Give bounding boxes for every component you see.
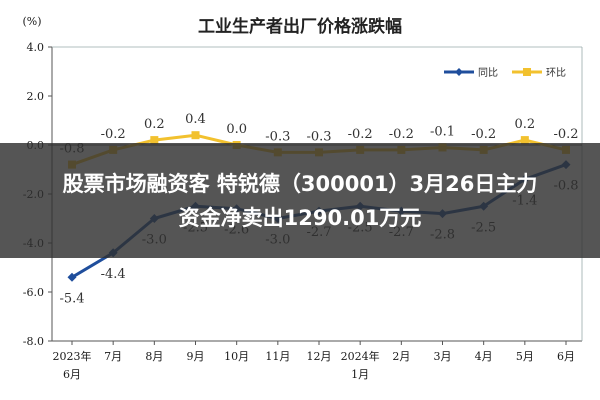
y-tick-label: -8.0 <box>23 335 44 348</box>
headline-banner[interactable]: 股票市场融资客 特锐德（300001）3月26日主力 资金净卖出1290.01万… <box>0 143 600 258</box>
data-label-mom: -0.2 <box>471 127 496 142</box>
headline-line-1: 股票市场融资客 特锐德（300001）3月26日主力 <box>62 171 538 196</box>
legend-marker-mom <box>523 68 531 76</box>
x-tick-label: 2024年 1月 <box>341 349 380 381</box>
x-tick-label: 4月 <box>475 350 493 363</box>
headline-line-2: 资金净卖出1290.01万元 <box>178 205 422 230</box>
data-label-mom: 0.2 <box>514 117 535 132</box>
data-label-mom: -0.2 <box>101 127 126 142</box>
x-tick-label: 11月 <box>265 350 290 363</box>
data-label-mom: -0.1 <box>430 124 455 139</box>
x-tick-label: 9月 <box>187 350 205 363</box>
data-point-mom <box>520 136 529 145</box>
x-tick-label: 2023年 6月 <box>53 349 92 381</box>
x-tick-label: 5月 <box>516 350 534 363</box>
x-tick-label: 7月 <box>104 350 122 363</box>
data-point-mom <box>191 131 200 140</box>
x-tick-label: 10月 <box>224 350 249 363</box>
data-label-mom: -0.3 <box>265 129 290 144</box>
y-tick-label: 4.0 <box>27 41 45 54</box>
data-label-mom: 0.4 <box>185 112 206 127</box>
data-label-mom: 0.0 <box>226 122 247 137</box>
data-point-mom <box>150 136 159 145</box>
data-point-yoy <box>67 272 77 282</box>
x-tick-label: 6月 <box>557 350 575 363</box>
y-axis-unit-label: (%) <box>22 15 41 28</box>
x-tick-label: 3月 <box>434 350 452 363</box>
data-label-mom: -0.2 <box>348 127 373 142</box>
legend-label: 环比 <box>546 67 566 79</box>
data-label-mom: -0.2 <box>553 127 578 142</box>
x-tick-label: 8月 <box>145 350 163 363</box>
data-label-yoy: -4.4 <box>101 267 126 282</box>
legend-marker-yoy <box>455 68 463 76</box>
data-label-mom: -0.3 <box>306 129 331 144</box>
x-tick-label: 2月 <box>392 350 410 363</box>
chart-title: 工业生产者出厂价格涨跌幅 <box>198 16 402 37</box>
y-tick-label: -6.0 <box>23 286 44 299</box>
data-label-mom: 0.2 <box>144 117 165 132</box>
data-label-yoy: -5.4 <box>59 291 84 306</box>
legend-label: 同比 <box>478 67 498 79</box>
data-label-mom: -0.2 <box>389 127 414 142</box>
legend: 同比 环比 <box>444 67 566 79</box>
x-tick-label: 12月 <box>307 350 332 363</box>
y-tick-label: 2.0 <box>27 90 45 103</box>
